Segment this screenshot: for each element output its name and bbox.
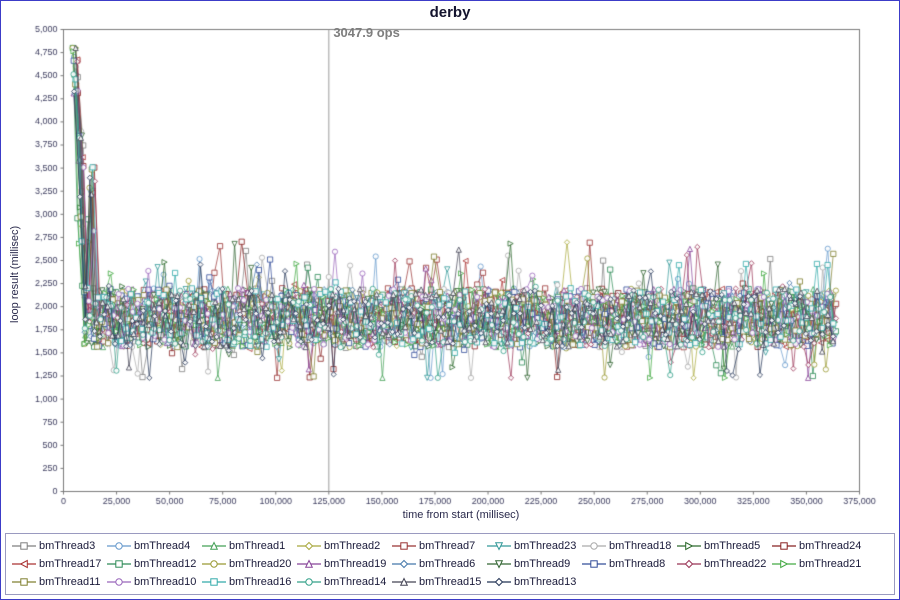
legend-marker-icon <box>107 559 131 569</box>
legend-marker-icon <box>487 541 511 551</box>
legend-marker-icon <box>297 559 321 569</box>
legend-item-label: bmThread14 <box>324 576 387 588</box>
legend-marker-icon <box>202 577 226 587</box>
legend-item: bmThread22 <box>677 555 772 573</box>
legend-item-label: bmThread11 <box>39 576 101 588</box>
legend-item: bmThread11 <box>12 573 107 591</box>
legend-item: bmThread12 <box>107 555 202 573</box>
legend-item-label: bmThread23 <box>514 540 577 552</box>
legend-item-label: bmThread4 <box>134 540 191 552</box>
legend-marker-icon <box>487 559 511 569</box>
legend-item-label: bmThread15 <box>419 576 482 588</box>
legend-item-label: bmThread1 <box>229 540 286 552</box>
legend-item-label: bmThread9 <box>514 558 571 570</box>
x-axis-label: time from start (millisec) <box>402 509 520 521</box>
legend-marker-icon <box>297 541 321 551</box>
legend-item-label: bmThread12 <box>134 558 197 570</box>
legend-item: bmThread23 <box>487 537 582 555</box>
legend-marker-icon <box>392 559 416 569</box>
legend-item-label: bmThread20 <box>229 558 292 570</box>
legend-item-label: bmThread6 <box>419 558 476 570</box>
legend-item-label: bmThread5 <box>704 540 761 552</box>
legend-item-label: bmThread17 <box>39 558 102 570</box>
legend-item: bmThread14 <box>297 573 392 591</box>
legend-marker-icon <box>12 541 36 551</box>
legend-item-label: bmThread13 <box>514 576 577 588</box>
legend-marker-icon <box>12 559 36 569</box>
legend-item-label: bmThread2 <box>324 540 381 552</box>
legend-item-label: bmThread19 <box>324 558 387 570</box>
legend-marker-icon <box>297 577 321 587</box>
legend-marker-icon <box>677 559 701 569</box>
legend-marker-icon <box>487 577 511 587</box>
legend-marker-icon <box>107 577 131 587</box>
legend-item: bmThread5 <box>677 537 772 555</box>
legend-item: bmThread9 <box>487 555 582 573</box>
legend-item-label: bmThread7 <box>419 540 476 552</box>
legend-marker-icon <box>582 559 606 569</box>
legend-item: bmThread18 <box>582 537 677 555</box>
legend-item: bmThread1 <box>202 537 297 555</box>
legend-item: bmThread16 <box>202 573 297 591</box>
legend-item: bmThread13 <box>487 573 582 591</box>
legend-item: bmThread21 <box>772 555 867 573</box>
legend-item-label: bmThread10 <box>134 576 197 588</box>
legend-marker-icon <box>392 577 416 587</box>
legend-marker-icon <box>392 541 416 551</box>
legend-item-label: bmThread24 <box>799 540 862 552</box>
legend-item: bmThread2 <box>297 537 392 555</box>
legend: bmThread3 bmThread4 bmThread1 bmThread2 bmTh… <box>5 533 895 595</box>
legend-marker-icon <box>772 559 796 569</box>
legend-item: bmThread4 <box>107 537 202 555</box>
legend-item-label: bmThread18 <box>609 540 672 552</box>
legend-item: bmThread3 <box>12 537 107 555</box>
legend-item-label: bmThread3 <box>39 540 96 552</box>
legend-item: bmThread20 <box>202 555 297 573</box>
y-axis-label: loop result (millisec) <box>9 225 21 323</box>
legend-marker-icon <box>582 541 606 551</box>
legend-item-label: bmThread21 <box>799 558 862 570</box>
legend-marker-icon <box>107 541 131 551</box>
legend-marker-icon <box>12 577 36 587</box>
legend-marker-icon <box>202 559 226 569</box>
plot-canvas <box>1 21 899 526</box>
legend-item: bmThread6 <box>392 555 487 573</box>
legend-item-label: bmThread22 <box>704 558 767 570</box>
legend-item-label: bmThread16 <box>229 576 292 588</box>
legend-item: bmThread17 <box>12 555 107 573</box>
legend-item: bmThread24 <box>772 537 867 555</box>
chart-title: derby <box>429 4 471 21</box>
legend-item: bmThread7 <box>392 537 487 555</box>
legend-marker-icon <box>772 541 796 551</box>
legend-marker-icon <box>677 541 701 551</box>
legend-item: bmThread8 <box>582 555 677 573</box>
legend-marker-icon <box>202 541 226 551</box>
legend-item: bmThread19 <box>297 555 392 573</box>
legend-item: bmThread15 <box>392 573 487 591</box>
legend-item-label: bmThread8 <box>609 558 666 570</box>
legend-item: bmThread10 <box>107 573 202 591</box>
